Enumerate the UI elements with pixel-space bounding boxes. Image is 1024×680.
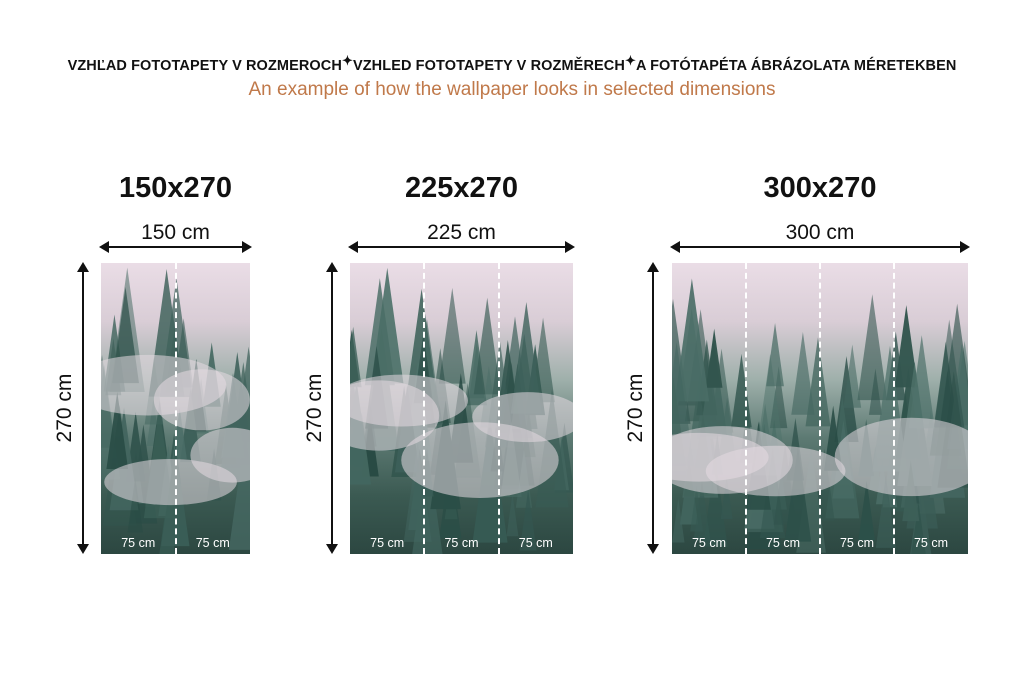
forest-image xyxy=(101,267,250,554)
strip-width-label: 75 cm xyxy=(518,536,553,550)
width-arrow xyxy=(348,241,575,253)
title-cz: VZHLED FOTOTAPETY V ROZMĚRECH xyxy=(352,58,625,74)
strip-width-label: 75 cm xyxy=(370,536,405,550)
width-label: 300 cm xyxy=(785,221,855,244)
strip-width-label: 75 cm xyxy=(913,536,949,550)
strip-width-label: 75 cm xyxy=(444,536,479,550)
strip-divider xyxy=(423,263,426,554)
forest-image xyxy=(350,267,573,554)
strip-width-label: 75 cm xyxy=(765,536,801,550)
subtitle: An example of how the wallpaper looks in… xyxy=(248,79,776,100)
height-arrow xyxy=(77,262,89,554)
sparkle-icon: ✦ xyxy=(624,53,636,68)
width-label: 150 cm xyxy=(141,221,210,244)
strip-divider xyxy=(497,263,500,554)
strip-width-label: 75 cm xyxy=(121,536,156,550)
wallpaper-preview: 75 cm 75 cm 75 cm 75 cm xyxy=(672,263,968,554)
wallpaper-preview: 75 cm 75 cm xyxy=(101,263,250,554)
width-arrow xyxy=(99,241,252,253)
header-title: VZHĽAD FOTOTAPETY V ROZMEROCH✦VZHLED FOT… xyxy=(0,53,1024,74)
height-arrow xyxy=(326,262,338,554)
strip-divider xyxy=(893,263,895,554)
title-sk: VZHĽAD FOTOTAPETY V ROZMEROCH xyxy=(67,58,342,74)
width-label: 225 cm xyxy=(427,221,496,244)
height-arrow xyxy=(647,262,659,554)
height-label: 270 cm xyxy=(53,373,76,443)
strip-divider xyxy=(174,263,177,554)
variant-title: 225x270 xyxy=(405,172,518,204)
sparkle-icon: ✦ xyxy=(341,53,353,68)
variant-title: 150x270 xyxy=(119,172,232,204)
strip-width-label: 75 cm xyxy=(691,536,727,550)
wallpaper-preview: 75 cm 75 cm 75 cm xyxy=(350,263,573,554)
title-hu: A FOTÓTAPÉTA ÁBRÁZOLATA MÉRETEKBEN xyxy=(635,58,957,74)
variant-title: 300x270 xyxy=(763,172,877,204)
width-arrow xyxy=(670,241,970,253)
strip-divider xyxy=(819,263,821,554)
height-label: 270 cm xyxy=(624,373,647,443)
strip-divider xyxy=(745,263,747,554)
forest-image xyxy=(672,278,968,554)
strip-width-label: 75 cm xyxy=(195,536,230,550)
height-label: 270 cm xyxy=(303,373,326,443)
strip-width-label: 75 cm xyxy=(839,536,875,550)
